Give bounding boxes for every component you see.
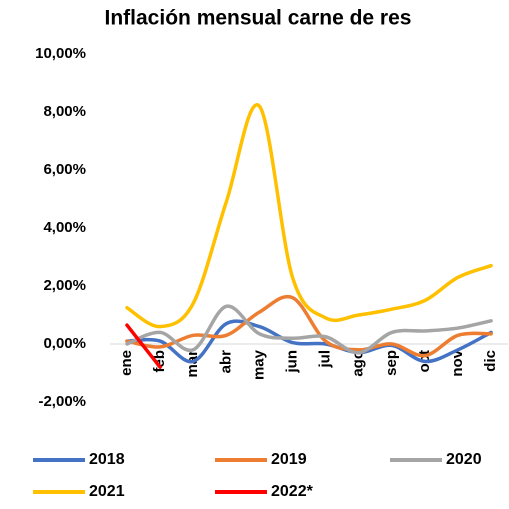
legend-label: 2020 [446,451,482,468]
y-tick-label: 0,00% [43,335,86,352]
x-tick-label: jul [317,350,334,369]
series-line [125,294,493,358]
x-tick-label: sep [383,350,400,376]
series-line [125,103,493,329]
chart-title: Inflación mensual carne de res [105,7,412,30]
y-tick-label: 4,00% [43,219,86,236]
series-line [125,319,493,364]
y-tick-label: -2,00% [38,393,86,410]
legend-label: 2022* [271,483,314,500]
legend-label: 2018 [89,451,125,468]
y-tick-label: 8,00% [43,103,86,120]
x-tick-label: ago [350,350,367,377]
x-tick-label: dic [482,350,499,372]
x-tick-label: mar [184,350,201,378]
series-line [125,304,493,355]
y-tick-label: 6,00% [43,161,86,178]
y-tick-label: 2,00% [43,277,86,294]
series-line [125,323,162,369]
x-tick-label: feb [151,350,168,373]
y-tick-label: 10,00% [35,45,86,62]
legend-label: 2021 [89,483,125,500]
x-tick-label: may [250,349,267,380]
x-tick-label: nov [449,349,466,376]
legend-label: 2019 [271,451,307,468]
x-tick-label: abr [217,350,234,374]
x-tick-label: ene [118,350,135,376]
x-tick-label: jun [283,350,300,374]
